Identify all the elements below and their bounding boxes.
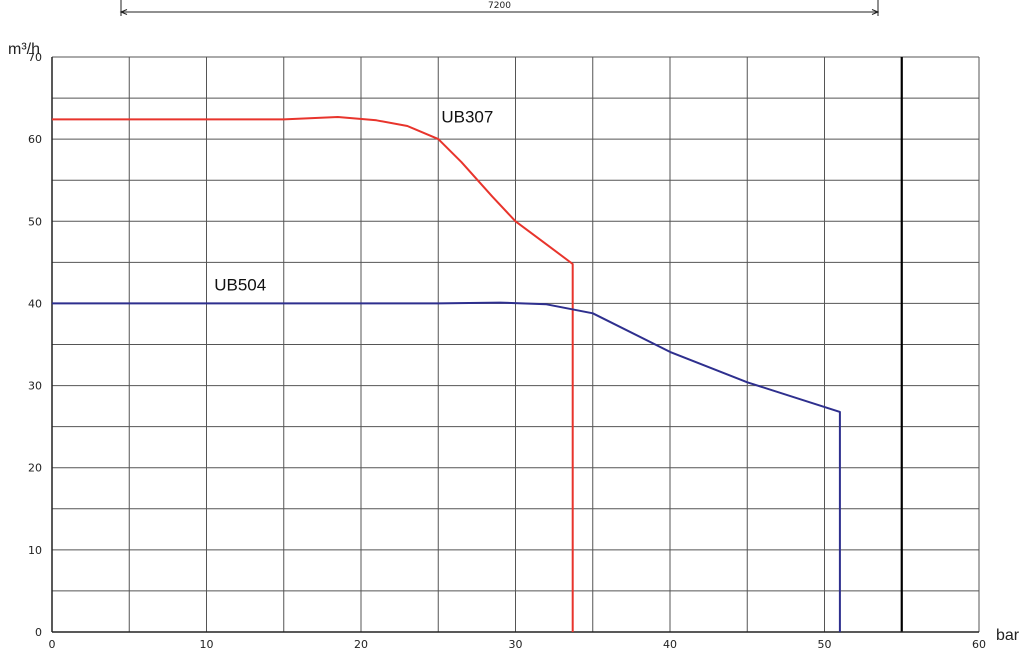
dimension-arrow-left [119, 9, 128, 15]
tick-labels: 0 10 20 30 40 50 60 0 10 20 30 40 50 60 70 [28, 51, 986, 651]
x-tick-label: 30 [509, 638, 523, 651]
x-tick-label: 10 [200, 638, 214, 651]
y-tick-label: 10 [28, 544, 42, 557]
x-tick-label: 40 [663, 638, 677, 651]
series-lines: UB307 UB504 [52, 108, 841, 632]
x-tick-label: 0 [49, 638, 56, 651]
y-tick-label: 60 [28, 133, 42, 146]
x-tick-label: 50 [818, 638, 832, 651]
series-line-ub504 [52, 301, 841, 632]
series-label-ub504: UB504 [214, 275, 266, 294]
x-tick-label: 60 [972, 638, 986, 651]
dimension-arrow-right [871, 9, 880, 15]
dimension-label: 7200 [488, 1, 511, 11]
y-tick-label: 40 [28, 297, 42, 310]
x-tick-label: 20 [354, 638, 368, 651]
y-tick-label: 30 [28, 380, 42, 393]
series-label-ub307: UB307 [441, 108, 493, 127]
y-tick-label: 20 [28, 462, 42, 475]
grid [51, 56, 980, 633]
dimension-annotation-group: 7200 [119, 0, 880, 16]
x-axis-unit: bar [996, 627, 1020, 644]
axes [51, 57, 979, 633]
y-tick-label: 0 [35, 626, 42, 639]
y-axis-unit: m³/h [8, 41, 40, 58]
y-tick-label: 50 [28, 215, 42, 228]
series-line-ub307 [52, 116, 574, 632]
y-tick-label: 70 [28, 51, 42, 64]
